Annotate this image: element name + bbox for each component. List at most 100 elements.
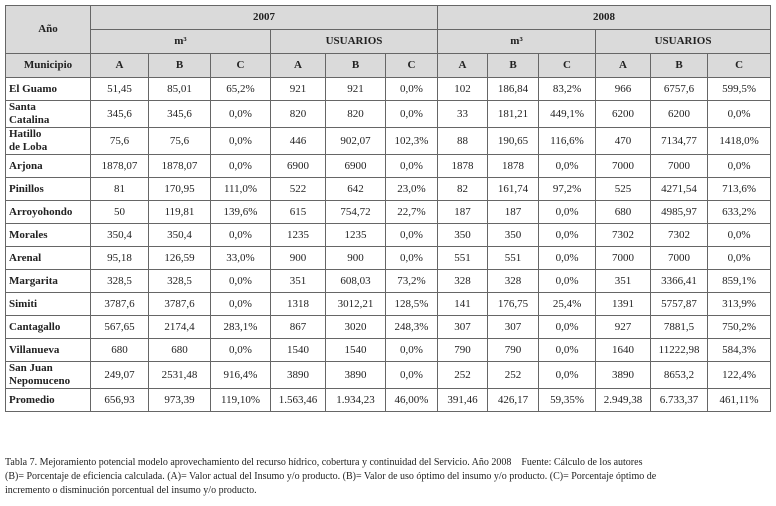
value-cell: 551: [437, 246, 489, 270]
value-cell: 859,1%: [707, 269, 772, 293]
column-header: C: [707, 53, 772, 78]
value-cell: 7000: [650, 246, 709, 270]
value-cell: 1540: [325, 338, 386, 362]
value-cell: 750,2%: [707, 315, 772, 339]
value-cell: 111,0%: [210, 177, 271, 201]
value-cell: 97,2%: [538, 177, 597, 201]
value-cell: 7000: [595, 154, 652, 178]
value-cell: 0,0%: [384, 246, 439, 270]
value-cell: 902,07: [325, 127, 386, 155]
value-cell: 608,03: [325, 269, 386, 293]
value-cell: 6200: [650, 100, 709, 128]
value-cell: 426,17: [487, 388, 540, 412]
table-row: San Juan Nepomuceno 249,07 2531,48 916,4% 38…: [5, 361, 772, 389]
caption-line: Tabla 7. Mejoramiento potencial modelo a…: [5, 456, 770, 470]
table-wrapper: Año 2007 2008 m³ USUARIOS m³ USUARIOS Municipio…: [5, 5, 772, 412]
value-cell: 790: [487, 338, 540, 362]
column-header: B: [650, 53, 709, 78]
municipio-cell: El Guamo: [5, 77, 91, 101]
value-cell: 181,21: [487, 100, 540, 128]
municipio-label: Municipio: [5, 53, 91, 78]
value-cell: 3366,41: [650, 269, 709, 293]
value-cell: 7302: [595, 223, 652, 247]
value-cell: 656,93: [90, 388, 149, 412]
value-cell: 3890: [595, 361, 652, 389]
value-cell: 1.934,23: [325, 388, 386, 412]
value-cell: 73,2%: [384, 269, 439, 293]
value-cell: 116,6%: [538, 127, 597, 155]
value-cell: 680: [90, 338, 149, 362]
value-cell: 900: [270, 246, 326, 270]
value-cell: 1540: [270, 338, 326, 362]
caption: Tabla 7. Mejoramiento potencial modelo a…: [5, 456, 770, 498]
caption-line: (B)= Porcentaje de eficiencia calculada.…: [5, 471, 657, 482]
municipio-cell: Margarita: [5, 269, 91, 293]
value-cell: 1878,07: [90, 154, 149, 178]
value-cell: 307: [437, 315, 489, 339]
value-cell: 4985,97: [650, 200, 709, 224]
value-cell: 0,0%: [538, 269, 597, 293]
value-cell: 0,0%: [538, 315, 597, 339]
value-cell: 350,4: [90, 223, 149, 247]
value-cell: 6900: [270, 154, 326, 178]
value-cell: 446: [270, 127, 326, 155]
value-cell: 328,5: [90, 269, 149, 293]
value-cell: 0,0%: [707, 154, 772, 178]
caption-source: Fuente: Cálculo de los autores: [521, 457, 643, 468]
value-cell: 0,0%: [210, 223, 271, 247]
value-cell: 7000: [595, 246, 652, 270]
column-header: A: [270, 53, 326, 78]
header-row: m³ USUARIOS m³ USUARIOS: [6, 29, 772, 54]
value-cell: 0,0%: [538, 338, 597, 362]
value-cell: 75,6: [148, 127, 211, 155]
year-label: Año: [5, 5, 91, 54]
value-cell: 33,0%: [210, 246, 271, 270]
year-header: 2007: [89, 5, 439, 30]
value-cell: 85,01: [148, 77, 211, 101]
municipio-cell: Cantagallo: [5, 315, 91, 339]
municipio-cell: Hatillo de Loba: [5, 127, 91, 155]
value-cell: 313,9%: [707, 292, 772, 316]
value-cell: 176,75: [487, 292, 540, 316]
value-cell: 328: [487, 269, 540, 293]
value-cell: 461,11%: [707, 388, 772, 412]
value-cell: 1878: [437, 154, 489, 178]
value-cell: 0,0%: [210, 100, 271, 128]
value-cell: 470: [595, 127, 652, 155]
value-cell: 6200: [595, 100, 652, 128]
column-header: C: [384, 53, 439, 78]
value-cell: 350: [437, 223, 489, 247]
table-row: Arenal 95,18 126,59 33,0% 900 900 0,0% 551 551 0,…: [5, 246, 772, 270]
value-cell: 59,35%: [538, 388, 597, 412]
value-cell: 0,0%: [707, 246, 772, 270]
table-row: Villanueva 680 680 0,0% 1540 1540 0,0% 790 790 0,…: [5, 338, 772, 362]
value-cell: 1640: [595, 338, 652, 362]
value-cell: 633,2%: [707, 200, 772, 224]
municipio-cell: Morales: [5, 223, 91, 247]
table-row: Hatillo de Loba 75,6 75,6 0,0% 446 902,07 102,…: [5, 127, 772, 155]
value-cell: 927: [595, 315, 652, 339]
value-cell: 680: [148, 338, 211, 362]
value-cell: 4271,54: [650, 177, 709, 201]
value-cell: 50: [90, 200, 149, 224]
value-cell: 525: [595, 177, 652, 201]
value-cell: 867: [270, 315, 326, 339]
value-cell: 522: [270, 177, 326, 201]
value-cell: 95,18: [90, 246, 149, 270]
table-row: El Guamo 51,45 85,01 65,2% 921 921 0,0% 102 186,…: [5, 77, 772, 101]
value-cell: 7134,77: [650, 127, 709, 155]
value-cell: 584,3%: [707, 338, 772, 362]
value-cell: 7302: [650, 223, 709, 247]
value-cell: 5757,87: [650, 292, 709, 316]
value-cell: 0,0%: [707, 223, 772, 247]
value-cell: 6900: [325, 154, 386, 178]
value-cell: 2.949,38: [595, 388, 652, 412]
value-cell: 249,07: [90, 361, 149, 389]
column-header: C: [538, 53, 597, 78]
municipio-cell: Arenal: [5, 246, 91, 270]
value-cell: 8653,2: [650, 361, 709, 389]
value-cell: 65,2%: [210, 77, 271, 101]
value-cell: 345,6: [90, 100, 149, 128]
value-cell: 0,0%: [538, 154, 597, 178]
municipio-cell: Simiti: [5, 292, 91, 316]
